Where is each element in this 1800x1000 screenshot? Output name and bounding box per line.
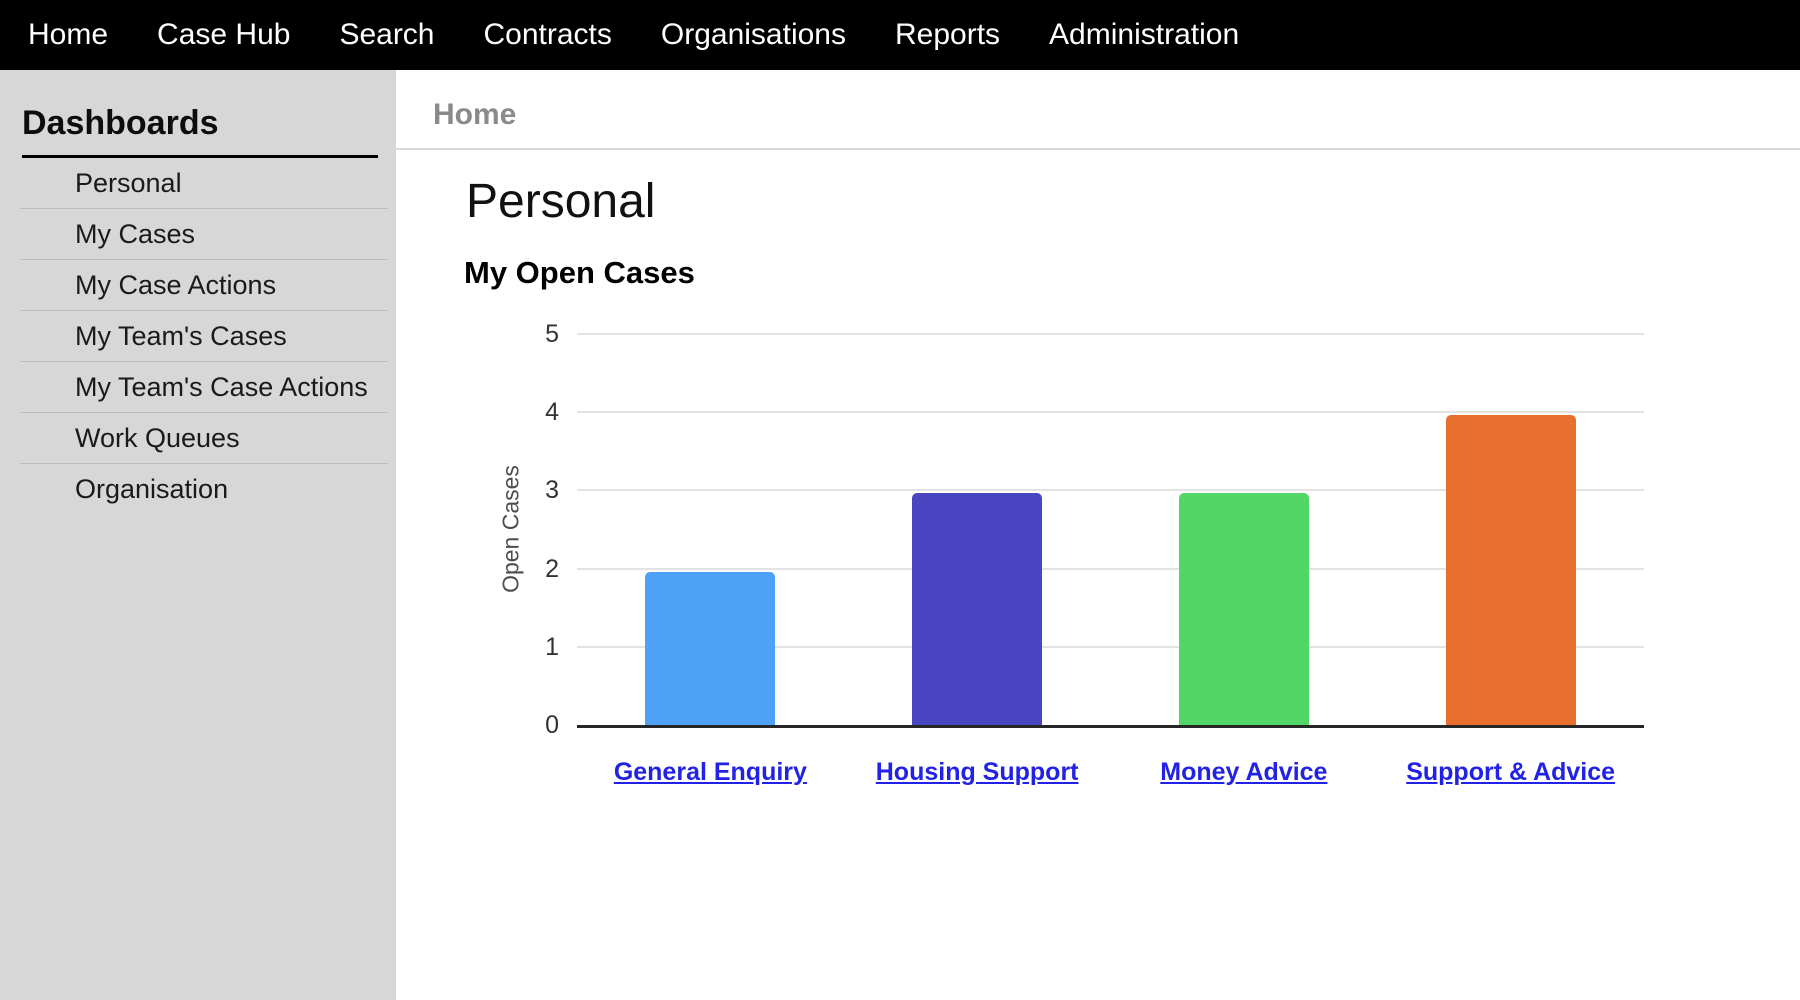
bar-support-advice[interactable] — [1445, 415, 1576, 725]
y-tick-label-0: 0 — [545, 711, 559, 739]
y-tick-label-4: 4 — [545, 398, 559, 427]
y-tick-label-1: 1 — [545, 632, 559, 661]
category-link-money-advice[interactable]: Money Advice — [1160, 758, 1328, 786]
sidebar-item-my-team-s-cases[interactable]: My Team's Cases — [20, 311, 388, 362]
gridline-y4 — [577, 411, 1644, 414]
sidebar-item-my-cases[interactable]: My Cases — [20, 209, 388, 260]
nav-item-search[interactable]: Search — [339, 18, 435, 51]
gridline-y3 — [577, 489, 1644, 492]
category-link-general-enquiry[interactable]: General Enquiry — [613, 758, 807, 786]
gridline-y5 — [577, 333, 1644, 335]
main-content: Home Personal My Open Cases 0 1 2 3 4 5 Open C… — [396, 70, 1800, 1000]
nav-item-contracts[interactable]: Contracts — [483, 18, 612, 51]
sidebar: Dashboards Personal My Cases My Case Actio… — [0, 70, 396, 1000]
sidebar-item-work-queues[interactable]: Work Queues — [20, 413, 388, 464]
y-tick-label-3: 3 — [545, 476, 559, 505]
breadcrumb: Home — [396, 70, 1800, 150]
sidebar-item-my-case-actions[interactable]: My Case Actions — [20, 260, 388, 311]
sidebar-nav: Personal My Cases My Case Actions My Team's… — [20, 158, 388, 514]
bar-money-advice[interactable] — [1178, 493, 1309, 725]
bar-housing-support[interactable] — [912, 493, 1043, 725]
nav-item-organisations[interactable]: Organisations — [660, 18, 846, 51]
top-nav-bar: Home Case Hub Search Contracts Organisations… — [0, 0, 1800, 70]
nav-item-reports[interactable]: Reports — [895, 18, 1001, 51]
gridline-y2 — [577, 567, 1644, 570]
sidebar-title: Dashboards — [22, 104, 378, 158]
category-link-support-advice[interactable]: Support & Advice — [1406, 758, 1616, 786]
sidebar-item-personal[interactable]: Personal — [20, 158, 388, 209]
nav-item-case-hub[interactable]: Case Hub — [157, 18, 291, 51]
breadcrumb-home-link[interactable]: Home — [433, 98, 517, 131]
nav-item-administration[interactable]: Administration — [1049, 18, 1240, 51]
chart-title: My Open Cases — [464, 255, 695, 290]
sidebar-item-organisation[interactable]: Organisation — [75, 474, 229, 504]
page-title: Personal — [466, 175, 656, 228]
gridline-y1 — [577, 645, 1644, 648]
open-cases-bar-chart: 0 1 2 3 4 5 Open Cases General Enquiry Housing S… — [497, 310, 1777, 850]
nav-item-home[interactable]: Home — [28, 18, 109, 51]
y-tick-label-2: 2 — [545, 554, 559, 583]
y-tick-label-5: 5 — [545, 320, 559, 348]
category-link-housing-support[interactable]: Housing Support — [875, 758, 1079, 786]
bar-general-enquiry[interactable] — [645, 571, 776, 725]
y-axis-title: Open Cases — [497, 465, 524, 593]
sidebar-item-my-team-s-case-actions[interactable]: My Team's Case Actions — [20, 362, 388, 413]
x-axis-line — [577, 725, 1644, 728]
